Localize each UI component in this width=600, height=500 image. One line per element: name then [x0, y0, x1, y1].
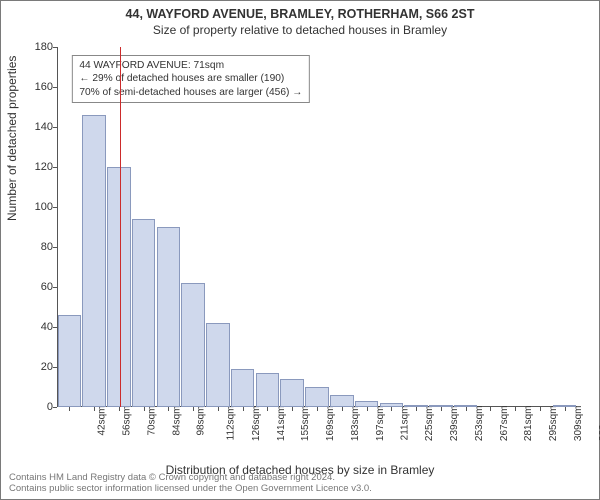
y-tick-label: 100 [23, 201, 53, 213]
x-tick-mark [416, 407, 417, 411]
x-tick-label: 281sqm [523, 406, 534, 442]
y-tick-mark [53, 87, 57, 88]
y-tick-mark [53, 127, 57, 128]
x-tick-mark [391, 407, 392, 411]
y-tick-label: 80 [23, 241, 53, 253]
callout-line1: 44 WAYFORD AVENUE: 71sqm [79, 59, 302, 72]
y-tick-label: 40 [23, 321, 53, 333]
y-tick-label: 180 [23, 41, 53, 53]
histogram-bar [132, 219, 156, 407]
y-tick-mark [53, 167, 57, 168]
x-tick-mark [292, 407, 293, 411]
y-tick-label: 140 [23, 121, 53, 133]
histogram-bar [181, 283, 205, 407]
x-tick-mark [342, 407, 343, 411]
histogram-bar [330, 395, 354, 407]
x-tick-label: 126sqm [251, 406, 262, 442]
callout-box: 44 WAYFORD AVENUE: 71sqm ← 29% of detach… [72, 55, 309, 103]
y-tick-mark [53, 247, 57, 248]
y-tick-label: 0 [23, 401, 53, 413]
histogram-bar [82, 115, 106, 407]
x-tick-label: 42sqm [97, 406, 108, 436]
y-tick-mark [53, 47, 57, 48]
histogram-bar [157, 227, 181, 407]
x-tick-mark [441, 407, 442, 411]
x-tick-label: 155sqm [301, 406, 312, 442]
x-tick-mark [218, 407, 219, 411]
x-tick-label: 309sqm [573, 406, 584, 442]
x-tick-label: 197sqm [375, 406, 386, 442]
chart-title: 44, WAYFORD AVENUE, BRAMLEY, ROTHERHAM, … [1, 1, 599, 21]
y-tick-label: 120 [23, 161, 53, 173]
x-tick-label: 239sqm [449, 406, 460, 442]
x-tick-label: 141sqm [276, 406, 287, 442]
x-tick-label: 169sqm [325, 406, 336, 442]
x-tick-label: 56sqm [122, 406, 133, 436]
x-tick-mark [94, 407, 95, 411]
y-axis-label: Number of detached properties [5, 56, 19, 221]
y-tick-mark [53, 207, 57, 208]
x-tick-mark [367, 407, 368, 411]
x-tick-mark [317, 407, 318, 411]
x-tick-label: 225sqm [424, 406, 435, 442]
y-tick-mark [53, 327, 57, 328]
x-tick-mark [243, 407, 244, 411]
histogram-bar [107, 167, 131, 407]
x-tick-mark [515, 407, 516, 411]
y-tick-mark [53, 407, 57, 408]
x-tick-label: 84sqm [171, 406, 182, 436]
y-tick-mark [53, 287, 57, 288]
histogram-bar [58, 315, 82, 407]
x-tick-mark [540, 407, 541, 411]
reference-vline [120, 47, 121, 407]
histogram-bar [231, 369, 255, 407]
x-tick-label: 183sqm [350, 406, 361, 442]
x-tick-label: 70sqm [146, 406, 157, 436]
x-tick-mark [69, 407, 70, 411]
x-tick-label: 267sqm [499, 406, 510, 442]
x-tick-mark [267, 407, 268, 411]
x-tick-mark [193, 407, 194, 411]
x-tick-label: 112sqm [226, 406, 237, 441]
histogram-bar [305, 387, 329, 407]
callout-line3: 70% of semi-detached houses are larger (… [79, 86, 302, 99]
footer-line3: Contains public sector information licen… [9, 484, 372, 495]
plot-area: 44 WAYFORD AVENUE: 71sqm ← 29% of detach… [57, 47, 577, 407]
x-tick-label: 211sqm [399, 406, 410, 441]
chart-container: 44, WAYFORD AVENUE, BRAMLEY, ROTHERHAM, … [0, 0, 600, 500]
chart-subtitle: Size of property relative to detached ho… [1, 21, 599, 37]
histogram-bar [206, 323, 230, 407]
x-tick-mark [565, 407, 566, 411]
x-tick-label: 253sqm [474, 406, 485, 442]
x-tick-mark [466, 407, 467, 411]
x-tick-mark [490, 407, 491, 411]
x-tick-label: 98sqm [196, 406, 207, 436]
x-tick-mark [119, 407, 120, 411]
y-tick-mark [53, 367, 57, 368]
histogram-bar [280, 379, 304, 407]
y-tick-label: 20 [23, 361, 53, 373]
callout-line2: ← 29% of detached houses are smaller (19… [79, 72, 302, 85]
y-tick-label: 160 [23, 81, 53, 93]
histogram-bar [256, 373, 280, 407]
x-tick-label: 295sqm [548, 406, 559, 442]
x-tick-mark [144, 407, 145, 411]
footer: Contains HM Land Registry data © Crown c… [9, 473, 372, 495]
y-tick-label: 60 [23, 281, 53, 293]
x-tick-mark [168, 407, 169, 411]
